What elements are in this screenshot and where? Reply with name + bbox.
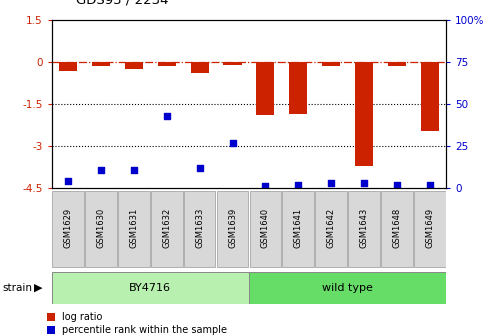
Text: GSM1648: GSM1648: [392, 208, 401, 248]
Point: [360, 180, 368, 186]
Text: GSM1631: GSM1631: [130, 208, 139, 248]
Bar: [355, 62, 373, 166]
Point: [163, 113, 171, 119]
Text: BY4716: BY4716: [129, 283, 172, 293]
Text: GSM1643: GSM1643: [359, 208, 368, 248]
Bar: [256, 62, 275, 115]
Bar: [85, 192, 117, 267]
Text: GSM1632: GSM1632: [162, 208, 171, 248]
Point: [229, 140, 237, 145]
Point: [426, 182, 434, 187]
Text: GSM1642: GSM1642: [327, 208, 336, 248]
Bar: [118, 192, 150, 267]
Bar: [191, 62, 209, 73]
Text: GSM1649: GSM1649: [425, 208, 434, 248]
Bar: [289, 62, 307, 114]
Point: [327, 180, 335, 186]
Point: [196, 165, 204, 171]
Bar: [125, 62, 143, 69]
Point: [294, 182, 302, 187]
Point: [261, 184, 269, 189]
Text: GSM1629: GSM1629: [64, 208, 72, 248]
Point: [97, 167, 105, 172]
Text: GSM1641: GSM1641: [294, 208, 303, 248]
Text: GSM1639: GSM1639: [228, 208, 237, 248]
Point: [130, 167, 138, 172]
Text: wild type: wild type: [322, 283, 373, 293]
Text: GSM1640: GSM1640: [261, 208, 270, 248]
Bar: [217, 192, 248, 267]
Bar: [184, 192, 215, 267]
Bar: [282, 192, 314, 267]
Legend: log ratio, percentile rank within the sample: log ratio, percentile rank within the sa…: [47, 312, 227, 335]
Point: [393, 182, 401, 187]
Bar: [158, 62, 176, 67]
Bar: [151, 192, 182, 267]
Bar: [348, 192, 380, 267]
Point: [64, 179, 72, 184]
Bar: [52, 192, 84, 267]
Bar: [322, 62, 340, 67]
Bar: [381, 192, 413, 267]
Bar: [59, 62, 77, 71]
Text: GDS93 / 2234: GDS93 / 2234: [76, 0, 169, 7]
Bar: [388, 62, 406, 67]
Bar: [223, 62, 242, 65]
Text: GSM1633: GSM1633: [195, 208, 204, 248]
Bar: [249, 272, 446, 304]
Bar: [249, 192, 281, 267]
Bar: [414, 192, 446, 267]
Text: strain: strain: [2, 283, 33, 293]
Bar: [421, 62, 439, 131]
Bar: [316, 192, 347, 267]
Text: GSM1630: GSM1630: [97, 208, 106, 248]
Text: ▶: ▶: [34, 283, 42, 293]
Bar: [92, 62, 110, 67]
Bar: [52, 272, 249, 304]
